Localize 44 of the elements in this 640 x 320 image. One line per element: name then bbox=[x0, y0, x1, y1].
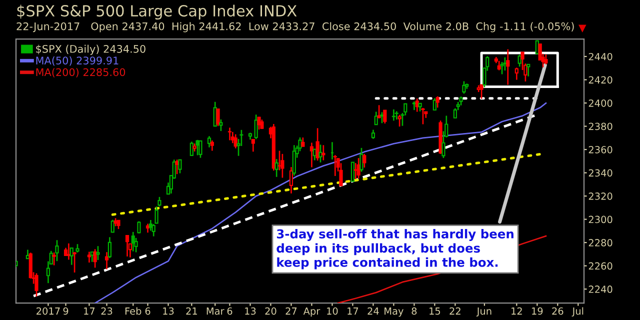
x-tick-label: Apr bbox=[303, 308, 320, 317]
x-tick-label: 26 bbox=[552, 307, 564, 315]
x-tick-label: 13 bbox=[163, 307, 174, 315]
x-tick-label: 6 bbox=[227, 307, 232, 315]
annotation: 3-day sell-off that has hardly been deep in its pullback, but does keep price contained in the box. bbox=[276, 229, 514, 270]
legend-label: MA(50) 2399.91 bbox=[36, 56, 118, 66]
x-tick-label: 10 bbox=[327, 307, 338, 315]
x-tick-label: 19 bbox=[532, 307, 543, 315]
x-tick-label: 21 bbox=[186, 307, 197, 315]
x-tick-label: 20 bbox=[265, 307, 276, 315]
x-tick-label: 22 bbox=[450, 307, 460, 315]
x-tick-label: 27 bbox=[286, 307, 297, 315]
legend-label: MA(200) 2285.60 bbox=[36, 68, 126, 78]
y-tick-label: 2240 bbox=[588, 286, 612, 293]
chart-title: $SPX S&P 500 Large Cap Index INDX bbox=[17, 4, 297, 20]
chart-subtitle: 22-Jun-2017 bbox=[16, 22, 80, 32]
x-tick-label: 15 bbox=[430, 308, 440, 315]
y-tick-label: 2280 bbox=[588, 239, 612, 246]
y-tick-label: 2360 bbox=[588, 146, 612, 154]
y-tick-label: 2340 bbox=[588, 169, 612, 177]
y-tick-label: 2260 bbox=[588, 262, 612, 270]
y-tick-label: 2380 bbox=[588, 122, 612, 130]
x-tick-label: Jun bbox=[476, 308, 492, 317]
x-tick-label: Jul bbox=[572, 307, 584, 317]
y-tick-label: 2300 bbox=[588, 216, 612, 224]
x-tick-label: Mar bbox=[206, 308, 224, 315]
y-tick-label: 2440 bbox=[588, 52, 612, 60]
x-tick-label: 17 bbox=[84, 308, 95, 315]
x-tick-label: 13 bbox=[245, 307, 256, 315]
y-tick-label: 2420 bbox=[588, 76, 612, 84]
x-tick-label: May bbox=[384, 308, 404, 317]
y-tick-label: 2320 bbox=[588, 192, 612, 200]
x-tick-label: 12 bbox=[512, 307, 522, 315]
y-tick-label: 2400 bbox=[588, 99, 612, 107]
x-tick-label: 2017 bbox=[36, 307, 60, 315]
text: Open 2437.40 High 2441.62 Low 2433.27 Close 2434.50 Volume 2.0B Chg -1.11 (-0.05%) bbox=[91, 22, 574, 32]
x-tick-label: 8 bbox=[412, 307, 417, 315]
x-tick-label: 23 bbox=[101, 307, 112, 315]
x-tick-label: 6 bbox=[145, 307, 150, 315]
legend-label: $SPX (Daily) 2434.50 bbox=[36, 44, 146, 55]
x-tick-label: 9 bbox=[63, 307, 68, 315]
x-tick-label: 17 bbox=[348, 308, 358, 315]
x-tick-label: Feb bbox=[125, 307, 142, 315]
x-tick-label: 24 bbox=[368, 307, 379, 315]
